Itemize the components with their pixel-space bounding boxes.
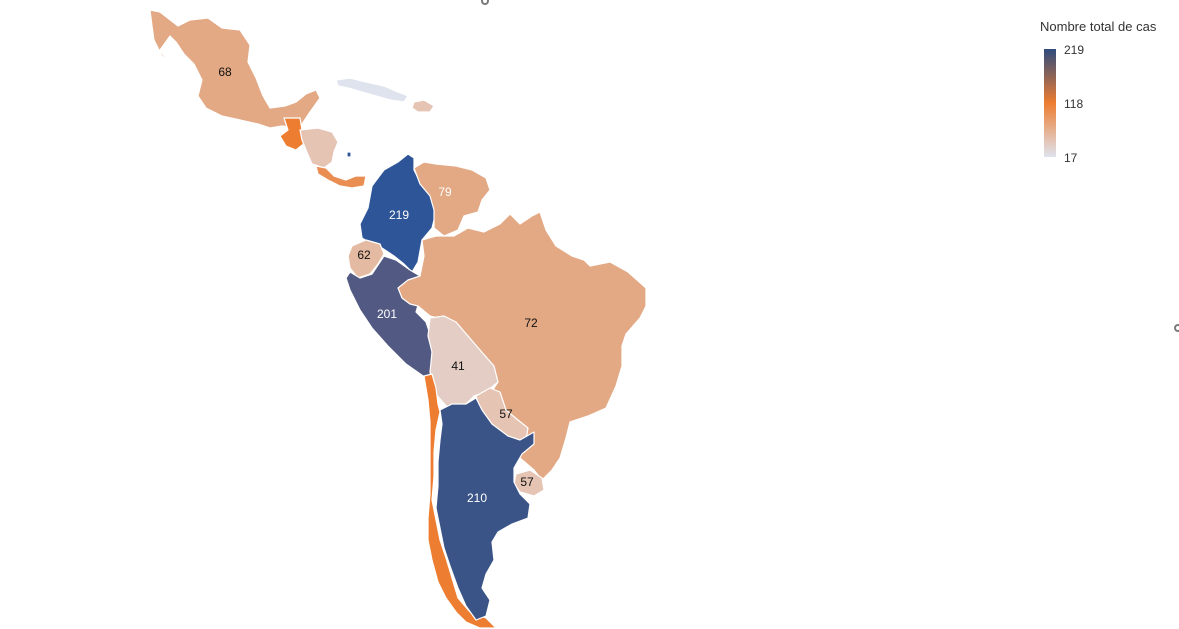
legend-color-scale bbox=[1044, 49, 1056, 157]
region-honduras[interactable] bbox=[299, 127, 339, 169]
legend-mid-label: 118 bbox=[1064, 97, 1084, 111]
label-mexico: 68 bbox=[218, 65, 232, 79]
region-guatemala[interactable] bbox=[279, 117, 307, 151]
region-mexico[interactable] bbox=[149, 9, 321, 129]
label-uruguay: 57 bbox=[520, 475, 534, 489]
label-argentina: 210 bbox=[467, 491, 487, 505]
region-caribbean-dot[interactable] bbox=[346, 151, 352, 158]
region-venezuela[interactable] bbox=[413, 161, 491, 237]
label-peru: 201 bbox=[377, 307, 397, 321]
region-panama[interactable] bbox=[315, 165, 367, 189]
label-brazil: 72 bbox=[524, 316, 538, 330]
label-colombia: 219 bbox=[389, 208, 409, 222]
region-chile[interactable] bbox=[423, 373, 497, 629]
legend-min-label: 17 bbox=[1064, 151, 1078, 165]
legend-title: Nombre total de cas bbox=[1040, 19, 1157, 34]
right-edge-mark-icon bbox=[1174, 324, 1179, 332]
label-paraguay: 57 bbox=[499, 407, 513, 421]
label-ecuador: 62 bbox=[357, 248, 371, 262]
region-cuba[interactable] bbox=[335, 77, 409, 103]
label-venezuela: 79 bbox=[438, 185, 452, 199]
region-ecuador[interactable] bbox=[347, 239, 385, 279]
label-bolivia: 41 bbox=[451, 359, 465, 373]
region-dominican-republic[interactable] bbox=[411, 99, 435, 113]
top-edge-mark-icon bbox=[481, 0, 489, 5]
region-argentina[interactable] bbox=[435, 397, 535, 621]
legend-max-label: 219 bbox=[1064, 43, 1085, 57]
